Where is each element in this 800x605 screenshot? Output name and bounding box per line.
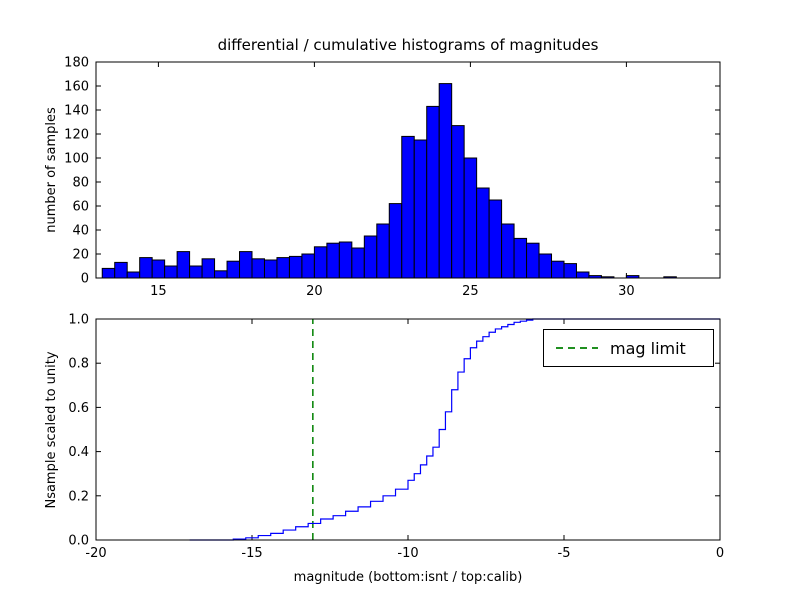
bottom-x-axis-label: magnitude (bottom:isnt / top:calib) xyxy=(294,570,523,585)
histogram-bar xyxy=(114,261,128,279)
histogram-bar xyxy=(101,267,116,279)
histogram-bar xyxy=(176,251,191,279)
histogram-bar xyxy=(476,187,490,279)
y-tick-label: 0 xyxy=(81,272,89,287)
histogram-bar xyxy=(126,271,141,279)
histogram-bar xyxy=(313,246,328,279)
y-tick-label: 180 xyxy=(64,56,89,71)
y-tick-label: 0.6 xyxy=(68,401,89,416)
histogram-bar xyxy=(139,257,153,279)
histogram-bar xyxy=(438,83,453,279)
histogram-bar xyxy=(501,223,515,279)
histogram-bar xyxy=(426,105,440,279)
histogram-bar xyxy=(189,265,203,279)
histogram-bar xyxy=(351,247,365,279)
histogram-bar xyxy=(326,242,340,279)
x-tick-label: 20 xyxy=(306,284,323,299)
y-tick-label: 20 xyxy=(72,248,89,263)
x-tick-label: -10 xyxy=(397,546,418,561)
x-tick-label: 15 xyxy=(150,284,167,299)
y-tick-label: 0.4 xyxy=(68,445,89,460)
y-tick-label: 1.0 xyxy=(68,313,89,328)
histogram-bar xyxy=(451,125,465,279)
y-tick-label: 100 xyxy=(64,152,89,167)
histogram-bar xyxy=(388,203,403,279)
histogram-bar xyxy=(151,259,166,279)
histogram-bars xyxy=(101,83,677,279)
histogram-bar xyxy=(513,237,528,279)
histogram-bar xyxy=(538,253,553,279)
histogram-bar xyxy=(563,263,577,279)
bottom-axes: -20 -15 -10 -5 0 0.0 0.2 0.4 0.6 0.8 1.0 xyxy=(68,313,724,562)
y-tick-label: 60 xyxy=(72,200,89,215)
histogram-bar xyxy=(376,223,390,279)
x-tick-label: -20 xyxy=(85,546,106,561)
histogram-bar xyxy=(201,258,216,279)
histogram-bar xyxy=(251,258,265,279)
histogram-bar xyxy=(488,199,503,279)
y-tick-label: 140 xyxy=(64,104,89,119)
histogram-bar xyxy=(338,241,353,279)
y-tick-label: 40 xyxy=(72,224,89,239)
y-tick-label: 120 xyxy=(64,128,89,143)
x-tick-label: -15 xyxy=(241,546,262,561)
axes-frame xyxy=(95,61,721,279)
histogram-bar xyxy=(288,255,303,279)
histogram-bar xyxy=(164,265,178,279)
y-tick-label: 0.8 xyxy=(68,357,89,372)
histogram-bar xyxy=(526,242,540,279)
histogram-bar xyxy=(575,271,590,279)
y-tick-label: 160 xyxy=(64,80,89,95)
chart-title: differential / cumulative histograms of … xyxy=(218,36,599,54)
histogram-bar xyxy=(239,251,253,279)
histogram-bar xyxy=(413,139,428,279)
top-axes: 15 20 25 30 0 20 40 60 80 100 120 140 160 180 xyxy=(64,56,721,299)
histogram-bar xyxy=(263,259,278,279)
y-tick-label: 0.0 xyxy=(68,534,89,549)
y-tick-label: 80 xyxy=(72,176,89,191)
x-tick-label: 0 xyxy=(716,546,724,561)
axes-frame xyxy=(95,318,721,541)
histogram-bar xyxy=(463,157,478,279)
top-y-axis-label: number of samples xyxy=(44,107,59,233)
x-tick-label: 25 xyxy=(462,284,479,299)
histogram-bar xyxy=(214,270,228,279)
y-tick-label: 0.2 xyxy=(68,489,89,504)
x-tick-label: -5 xyxy=(558,546,571,561)
histogram-bar xyxy=(551,260,565,279)
histogram-bar xyxy=(301,253,315,279)
histogram-bar xyxy=(401,135,415,279)
legend-label: mag limit xyxy=(610,339,686,358)
bottom-y-axis-label: Nsample scaled to unity xyxy=(44,351,59,508)
cumulative-line xyxy=(189,318,720,541)
histogram-bar xyxy=(226,260,241,279)
x-tick-label: 30 xyxy=(618,284,635,299)
legend: mag limit xyxy=(543,329,714,367)
histogram-bar xyxy=(276,257,290,279)
histogram-bar xyxy=(363,235,378,279)
